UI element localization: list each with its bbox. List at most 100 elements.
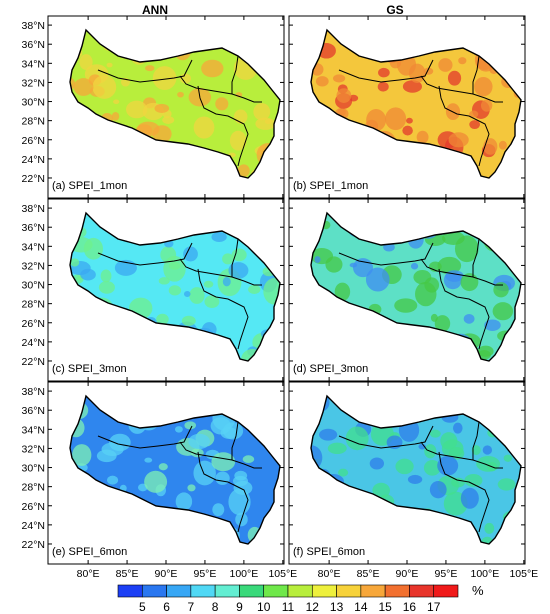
- plateau-boundary: [69, 211, 281, 362]
- y-tick-label: 38°N: [22, 203, 45, 215]
- colorbar-label: 9: [236, 600, 243, 614]
- region-boundary: [420, 75, 503, 103]
- colorbar-box: [166, 584, 192, 598]
- map-panel-0: (a) SPEI_1mon 38°N 36°N 34°N 32°N 30°N 28°N 26°…: [22, 15, 285, 199]
- region-boundary: [338, 425, 434, 449]
- x-tick-label: 85°E: [116, 568, 139, 580]
- colorbar-label: 8: [212, 600, 219, 614]
- y-tick-label: 34°N: [22, 424, 45, 436]
- x-tick-label: 105°E: [509, 568, 538, 580]
- y-tick-label: 22°N: [22, 539, 45, 551]
- colorbar-label: 6: [163, 600, 170, 614]
- plateau-boundary: [69, 394, 281, 545]
- x-tick-label: 105°E: [268, 568, 297, 580]
- region-boundary: [338, 59, 434, 83]
- region-boundary: [438, 268, 490, 350]
- x-tick-label: 90°E: [155, 568, 178, 580]
- colorbar-label: 16: [403, 600, 417, 614]
- region-boundary: [472, 238, 480, 277]
- colorbar-box: [433, 584, 459, 598]
- region-boundary: [197, 85, 249, 167]
- region-boundary: [97, 242, 193, 266]
- region-boundary: [231, 421, 239, 460]
- x-tick-label: 85°E: [357, 568, 380, 580]
- y-tick-label: 24°N: [22, 154, 45, 166]
- x-tick-label: 80°E: [77, 568, 100, 580]
- region-boundary: [97, 59, 193, 83]
- y-tick-label: 36°N: [22, 405, 45, 417]
- colorbar-box: [239, 584, 265, 598]
- colorbar-label: 13: [330, 600, 344, 614]
- x-tick-label: 80°E: [318, 568, 341, 580]
- colorbar-label: 5: [139, 600, 146, 614]
- colorbar-box: [409, 584, 435, 598]
- y-tick-label: 30°N: [22, 463, 45, 475]
- region-boundary: [472, 421, 480, 460]
- plateau-boundary: [310, 394, 522, 545]
- region-boundary: [231, 55, 239, 94]
- y-tick-label: 36°N: [22, 222, 45, 234]
- y-tick-label: 28°N: [22, 116, 45, 128]
- plateau-boundary: [69, 28, 281, 179]
- region-boundary: [472, 55, 480, 94]
- x-tick-label: 100°E: [471, 568, 500, 580]
- x-tick-label: 95°E: [434, 568, 457, 580]
- map-panel-5: (f) SPEI_6mon 80°E 85°E 90°E 95°E 100°E 105°E: [288, 381, 538, 580]
- region-boundary: [97, 425, 193, 449]
- map-panel-1: (b) SPEI_1mon: [288, 15, 526, 199]
- panel-label: (d) SPEI_3mon: [293, 363, 368, 375]
- y-tick-label: 36°N: [22, 39, 45, 51]
- y-tick-label: 22°N: [22, 173, 45, 185]
- y-tick-label: 38°N: [22, 386, 45, 398]
- colorbar-box: [190, 584, 216, 598]
- x-tick-label: 90°E: [396, 568, 419, 580]
- panel-label: (c) SPEI_3mon: [52, 363, 127, 375]
- y-tick-label: 22°N: [22, 356, 45, 368]
- y-tick-label: 24°N: [22, 337, 45, 349]
- panel-label: (a) SPEI_1mon: [52, 180, 127, 192]
- colorbar-box: [311, 584, 337, 598]
- colorbar-label: 12: [306, 600, 320, 614]
- region-boundary: [179, 75, 262, 103]
- region-boundary: [438, 85, 490, 167]
- region-boundary: [197, 451, 249, 533]
- y-tick-label: 26°N: [22, 318, 45, 330]
- column-header-ann: ANN: [142, 3, 168, 17]
- colorbar-box: [360, 584, 386, 598]
- y-tick-label: 32°N: [22, 77, 45, 89]
- y-tick-label: 26°N: [22, 501, 45, 513]
- colorbar-label: 7: [188, 600, 195, 614]
- colorbar: 5 6 7 8 9 10 11 12 13 14 15 16 17%: [117, 583, 484, 614]
- region-boundary: [420, 441, 503, 469]
- colorbar-label: 11: [282, 600, 295, 614]
- colorbar-unit: %: [472, 583, 484, 598]
- region-boundary: [438, 451, 490, 533]
- y-tick-label: 30°N: [22, 97, 45, 109]
- y-tick-label: 28°N: [22, 482, 45, 494]
- y-tick-label: 38°N: [22, 20, 45, 32]
- plateau-boundary: [310, 28, 522, 179]
- y-tick-label: 34°N: [22, 58, 45, 70]
- colorbar-label: 15: [378, 600, 392, 614]
- panel-label: (f) SPEI_6mon: [293, 546, 365, 558]
- colorbar-label: 14: [354, 600, 368, 614]
- map-panel-4: (e) SPEI_6mon 38°N 36°N 34°N 32°N 30°N 28°N 26°…: [22, 381, 297, 580]
- region-boundary: [179, 258, 262, 286]
- y-tick-label: 28°N: [22, 299, 45, 311]
- colorbar-box: [336, 584, 362, 598]
- colorbar-box: [214, 584, 240, 598]
- x-tick-label: 95°E: [193, 568, 216, 580]
- region-boundary: [179, 441, 262, 469]
- colorbar-box: [263, 584, 289, 598]
- panel-label: (e) SPEI_6mon: [52, 546, 127, 558]
- colorbar-box: [384, 584, 410, 598]
- y-tick-label: 32°N: [22, 260, 45, 272]
- panel-label: (b) SPEI_1mon: [293, 180, 368, 192]
- colorbar-box: [117, 584, 143, 598]
- colorbar-label: 17: [427, 600, 441, 614]
- colorbar-box: [287, 584, 313, 598]
- x-tick-label: 100°E: [230, 568, 259, 580]
- y-tick-label: 30°N: [22, 280, 45, 292]
- y-tick-label: 34°N: [22, 241, 45, 253]
